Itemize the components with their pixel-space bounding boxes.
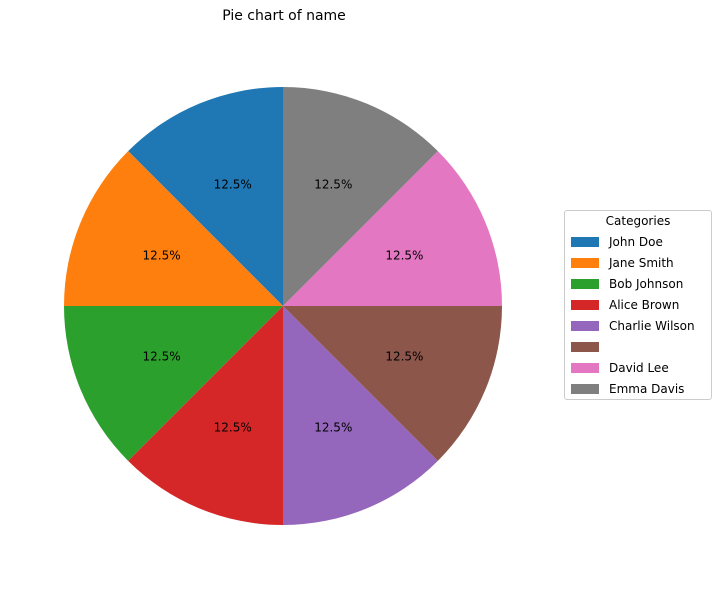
pie-slice [64,306,283,461]
pie-slice [283,151,502,306]
pie-slice [64,151,283,306]
pie-slice [128,87,283,306]
slice-percent-label: 12.5% [214,420,252,434]
legend-item: Jane Smith [571,252,705,273]
slice-percent-label: 12.5% [214,178,252,192]
pie-slice [283,87,438,306]
slice-percent-label: 12.5% [143,249,181,263]
legend-item: Bob Johnson [571,273,705,294]
legend-label: Jane Smith [609,255,674,270]
legend-label: Charlie Wilson [609,318,695,333]
chart-title: Pie chart of name [222,8,346,24]
legend-swatch [571,236,599,247]
legend-item: Emma Davis [571,378,705,399]
legend-label: John Doe [609,234,663,249]
legend-swatch [571,341,599,352]
legend: Categories John Doe Jane Smith Bob Johnson… [564,210,712,400]
slice-percent-label: 12.5% [385,249,423,263]
slice-percent-label: 12.5% [143,349,181,363]
legend-swatch [571,257,599,268]
pie-slice [283,306,438,525]
legend-label: David Lee [609,360,669,375]
slice-percent-label: 12.5% [314,420,352,434]
legend-swatch [571,299,599,310]
legend-swatch [571,383,599,394]
pie-chart: 12.5% 12.5% 12.5% 12.5% 12.5% 12.5% 12.5% 12.5% [64,87,502,525]
legend-title: Categories [605,214,671,228]
legend-swatch [571,320,599,331]
legend-swatch [571,278,599,289]
legend-item: John Doe [571,231,705,252]
legend-item: Charlie Wilson [571,315,705,336]
legend-item: David Lee [571,357,705,378]
legend-label: Alice Brown [609,297,680,312]
slice-percent-label: 12.5% [314,178,352,192]
slice-percent-label: 12.5% [385,349,423,363]
legend-swatch [571,362,599,373]
legend-label: Bob Johnson [609,276,684,291]
pie-slice [283,306,502,461]
legend-item: Alice Brown [571,294,705,315]
legend-item [571,336,705,357]
legend-label: Emma Davis [609,381,685,396]
pie-slice [128,306,283,525]
